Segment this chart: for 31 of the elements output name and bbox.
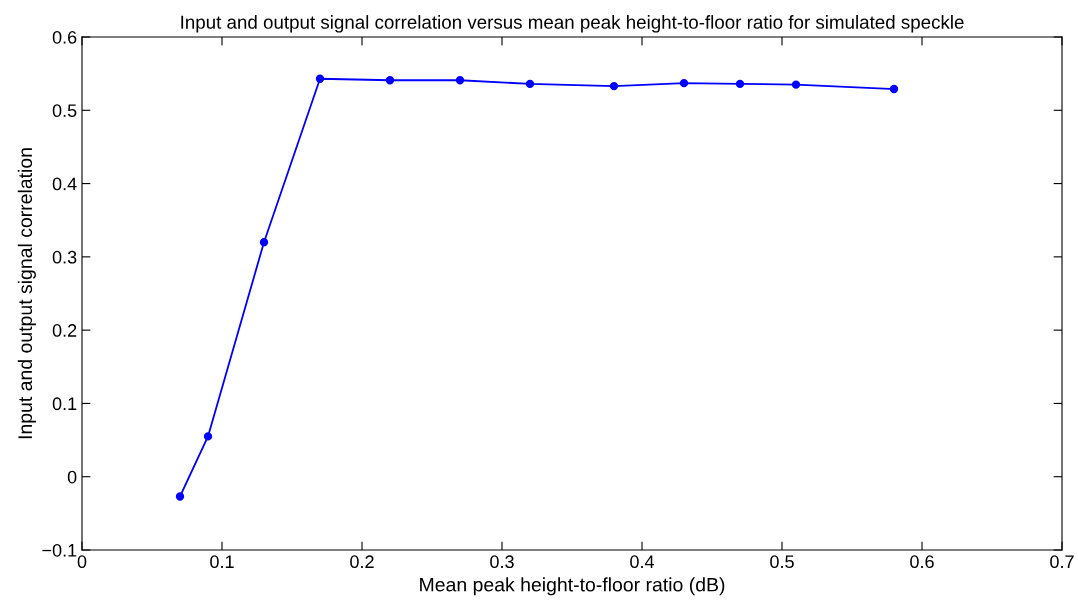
point <box>525 79 535 89</box>
y-tick-label: 0 <box>67 470 77 484</box>
point <box>203 432 213 441</box>
x-tick-label: 0.4 <box>630 555 655 569</box>
x-axis-title: Mean peak height-to-floor ratio (dB) <box>420 577 725 596</box>
point <box>455 76 465 85</box>
point <box>889 84 899 94</box>
point <box>609 81 619 91</box>
point <box>735 79 745 89</box>
x-tick-label: 0.6 <box>910 555 934 569</box>
x-tick-label: 0.5 <box>770 555 794 569</box>
chart-title: Input and output signal correlation versus mean peak height-to-floor ratio for simulated speckle <box>181 15 964 33</box>
y-tick-label: 0.6 <box>52 30 77 44</box>
y-tick-label: 0.3 <box>52 250 77 264</box>
point <box>385 76 395 85</box>
y-tick-label: 0.2 <box>52 324 77 337</box>
y-tick-label: −0.1 <box>42 543 77 557</box>
x-tick-label: 0.3 <box>490 555 514 569</box>
x-tick-label: 0.7 <box>1050 555 1074 569</box>
x-tick-label: 0.1 <box>210 555 234 569</box>
point <box>315 74 325 83</box>
x-tick-label: 0.2 <box>350 555 374 569</box>
point <box>175 492 185 501</box>
point <box>791 80 801 89</box>
y-tick-label: 0.1 <box>52 397 77 411</box>
y-tick-label: 0.5 <box>52 104 77 118</box>
y-tick-label: 0.4 <box>52 177 77 191</box>
point <box>679 79 689 88</box>
x-tick-label: 0 <box>77 555 87 569</box>
point <box>259 238 269 247</box>
y-axis-title: Input and output signal correlation <box>17 148 36 439</box>
